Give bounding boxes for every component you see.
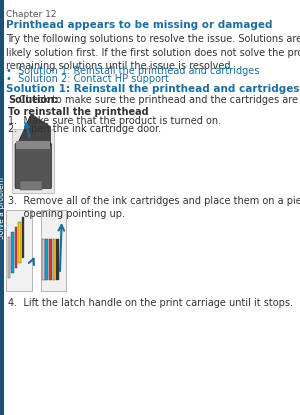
- Bar: [52, 239, 55, 280]
- Text: Solve a problem: Solve a problem: [0, 176, 7, 239]
- Text: Try the following solutions to resolve the issue. Solutions are listed in order,: Try the following solutions to resolve t…: [6, 34, 300, 71]
- Text: Solution 1: Reinstall the printhead and cartridges: Solution 1: Reinstall the printhead and …: [6, 84, 299, 94]
- Bar: [49, 239, 52, 280]
- FancyBboxPatch shape: [15, 144, 51, 188]
- Text: 4.  Lift the latch handle on the print carriage until it stops.: 4. Lift the latch handle on the print ca…: [8, 298, 293, 308]
- Bar: [42, 239, 45, 280]
- Bar: [22, 217, 25, 258]
- Text: Solution:: Solution:: [8, 95, 58, 105]
- Bar: [11, 232, 14, 273]
- Text: Printhead appears to be missing or damaged: Printhead appears to be missing or damag…: [6, 20, 272, 30]
- Bar: [16, 141, 50, 149]
- Bar: [6, 210, 32, 290]
- Text: 1.  Make sure that the product is turned on.: 1. Make sure that the product is turned …: [8, 116, 221, 126]
- Text: Check to make sure the printhead and the cartridges are installed.: Check to make sure the printhead and the…: [19, 95, 300, 105]
- Bar: [40, 210, 67, 290]
- Bar: [20, 181, 42, 190]
- Text: Chapter 12: Chapter 12: [6, 10, 56, 20]
- Bar: [12, 129, 54, 193]
- Bar: [18, 222, 21, 263]
- Text: To reinstall the printhead: To reinstall the printhead: [8, 107, 149, 117]
- Text: 3.  Remove all of the ink cartridges and place them on a piece of paper with the: 3. Remove all of the ink cartridges and …: [8, 196, 300, 220]
- Text: •  Solution 2: Contact HP support: • Solution 2: Contact HP support: [6, 74, 169, 84]
- Bar: [56, 239, 59, 280]
- Polygon shape: [17, 114, 50, 145]
- Bar: [8, 237, 11, 278]
- Text: •  Solution 1: Reinstall the printhead and cartridges: • Solution 1: Reinstall the printhead an…: [6, 66, 259, 76]
- Bar: [46, 239, 48, 280]
- Bar: [15, 227, 17, 268]
- Bar: [0, 0, 4, 415]
- Text: 2.  Open the ink cartridge door.: 2. Open the ink cartridge door.: [8, 124, 161, 134]
